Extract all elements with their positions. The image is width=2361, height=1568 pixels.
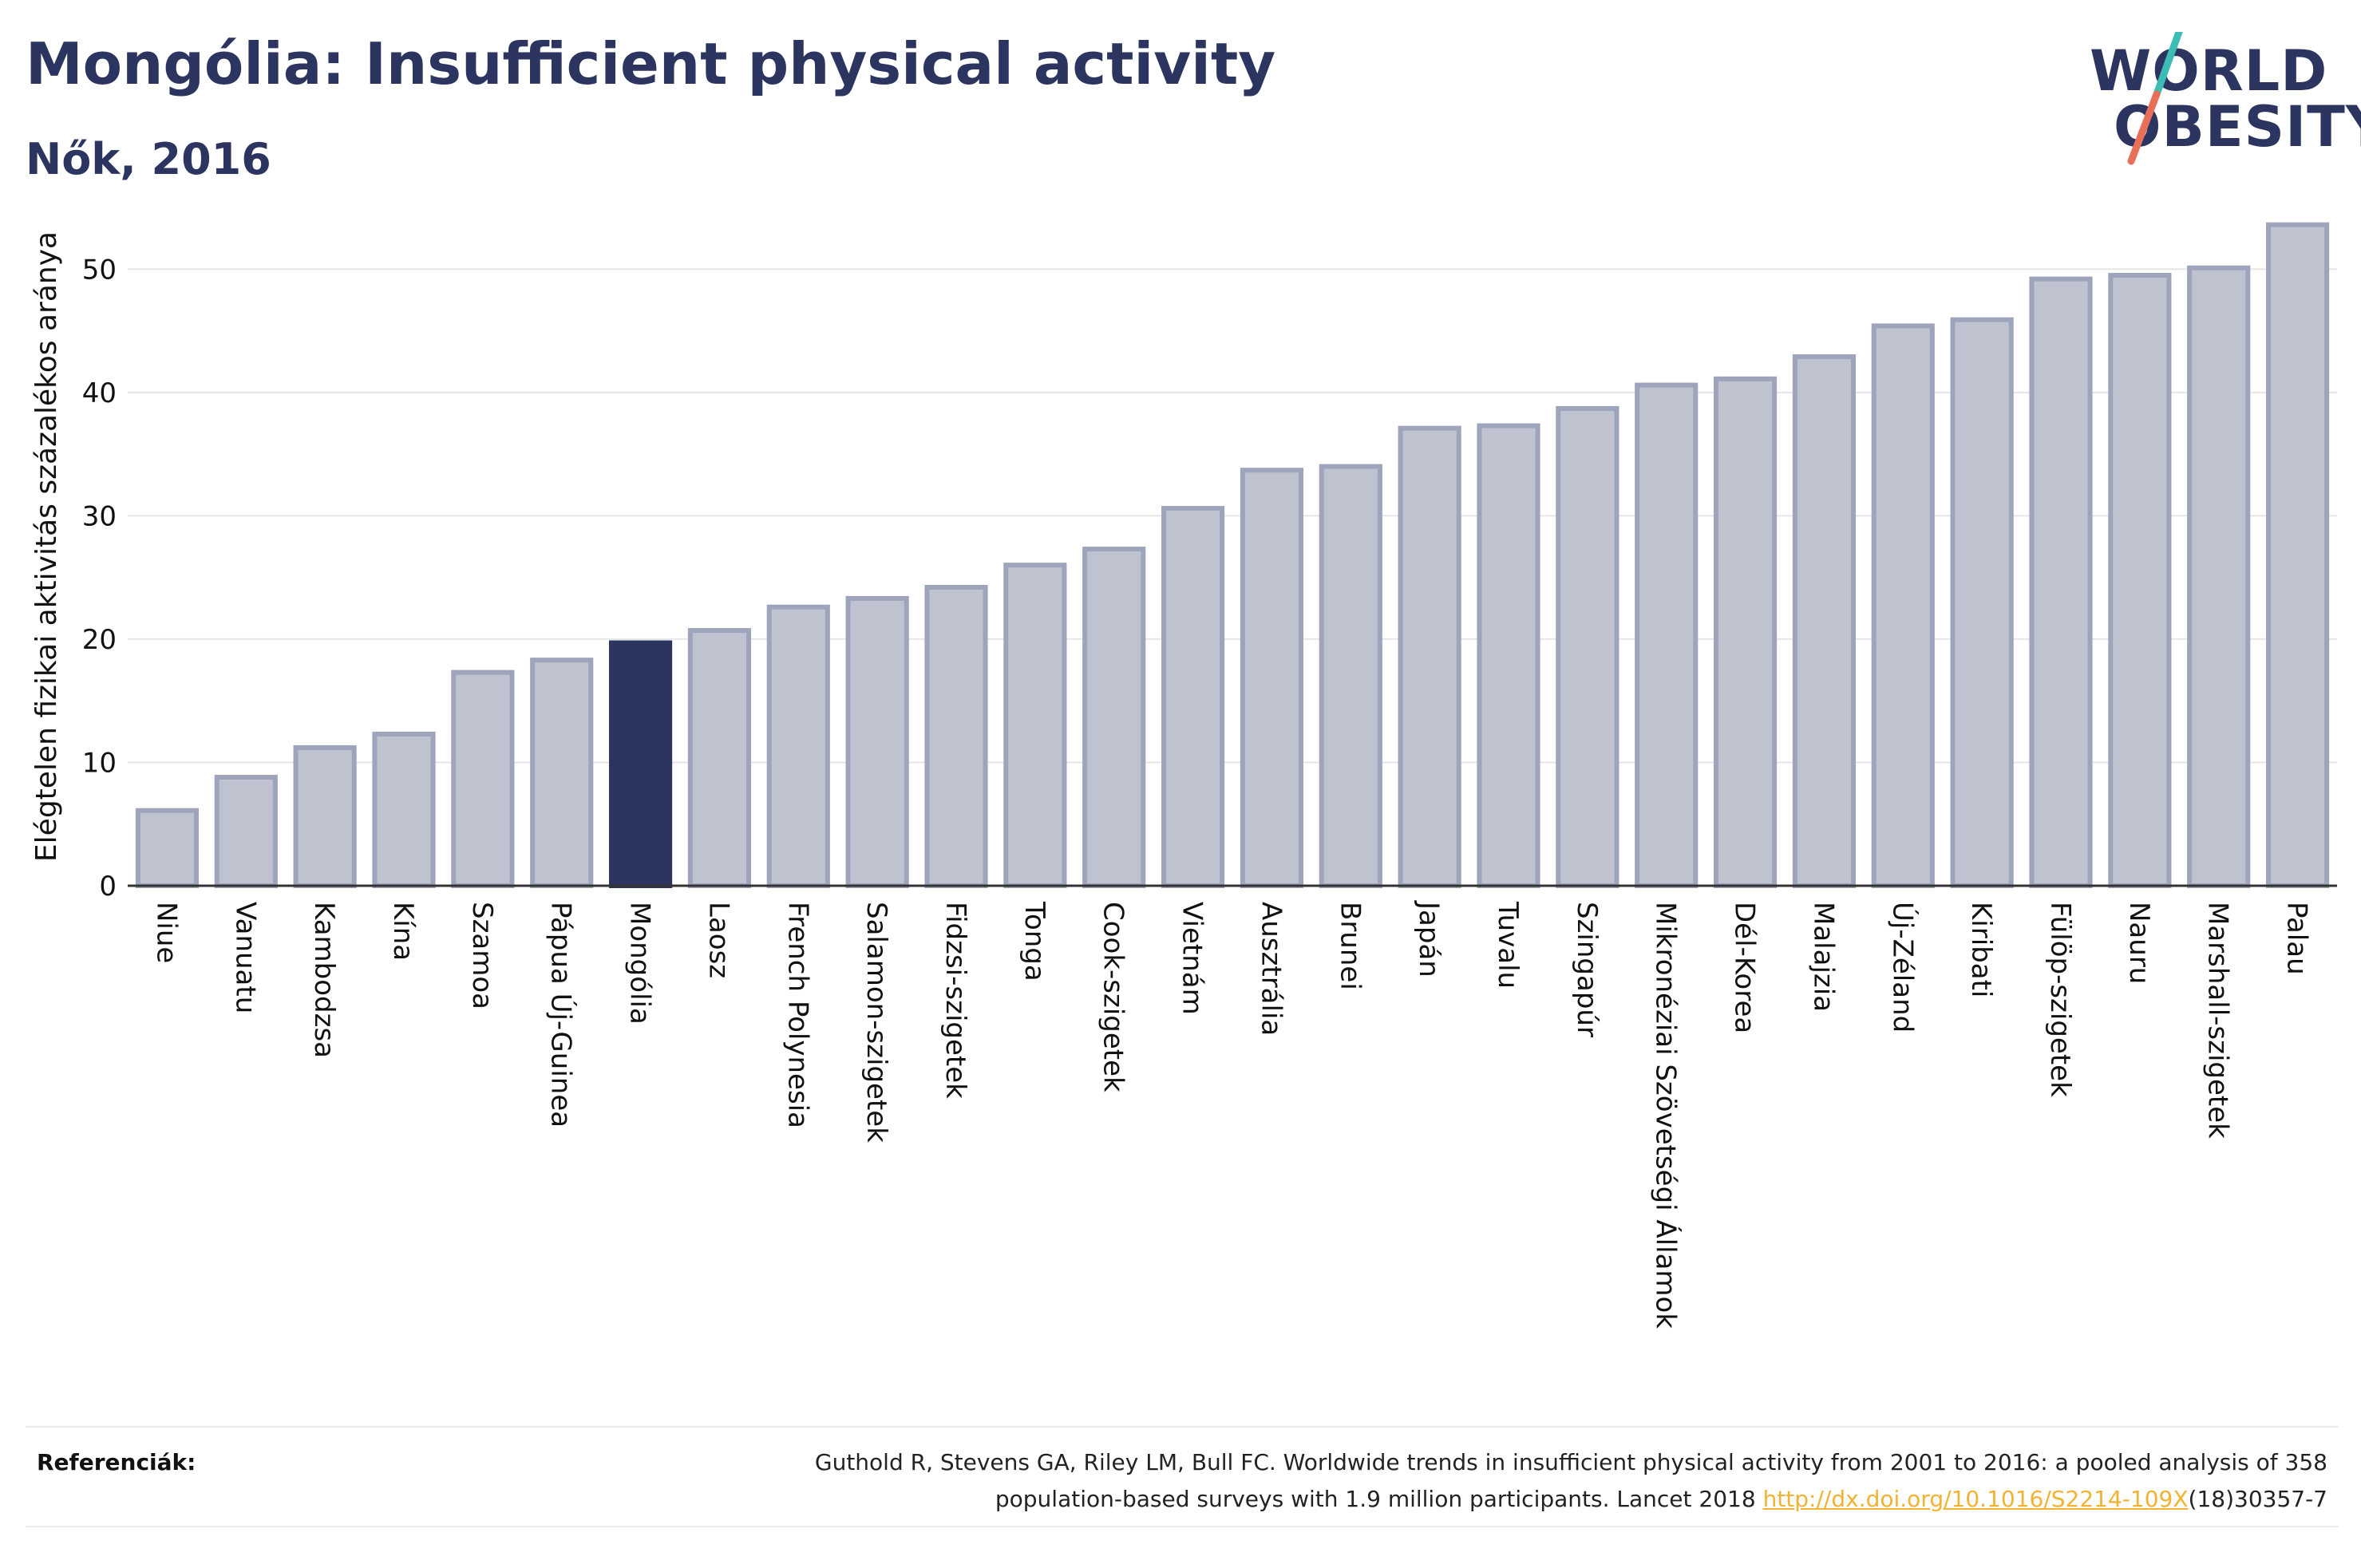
x-tick-label: Tonga: [1018, 901, 1050, 981]
x-tick-label: Kiribati: [1965, 902, 1997, 997]
bar-ausztr-lia: [1240, 468, 1304, 888]
reference-bottom-rule: [26, 1526, 2339, 1527]
y-tick-label: 0: [99, 871, 117, 902]
bar-marshall-szigetek: [2187, 265, 2251, 888]
x-tick-label: Fidzsi-szigetek: [939, 902, 971, 1099]
logo-slash-icon: [2127, 32, 2183, 165]
y-tick-label: 20: [82, 624, 117, 656]
bar-vanuatu: [214, 775, 278, 888]
reference-line-2-end: (18)30357-7: [2188, 1486, 2327, 1512]
x-tick-label: French Polynesia: [781, 902, 813, 1128]
x-tick-label: Pápua Új-Guinea: [545, 902, 578, 1128]
bar-f-l-p-szigetek: [2029, 276, 2093, 888]
bar-brunei: [1319, 464, 1382, 888]
bar-malajzia: [1792, 354, 1857, 888]
bar-french-polynesia: [766, 604, 830, 889]
x-tick-label: Laosz: [702, 902, 734, 978]
x-tick-label: Niue: [150, 902, 182, 963]
reference-line-2: population-based surveys with 1.9 millio…: [995, 1486, 1763, 1512]
bar-vietn-m: [1161, 506, 1225, 888]
bar-tonga: [1003, 563, 1067, 888]
bars: [135, 222, 2330, 889]
axes: 0 10 20 30 40 50 Niue Vanuatu Kambodzsa Kína Szamo…: [82, 254, 2337, 1329]
x-tick-label: Mikronéziai Szövetségi Államok: [1650, 902, 1683, 1329]
bar-salamon-szigetek: [845, 595, 909, 889]
bar-kambodzsa: [293, 745, 357, 889]
bar-k-na: [372, 731, 436, 889]
x-tick-label: Fülöp-szigetek: [2044, 902, 2076, 1097]
x-tick-label: Szingapúr: [1571, 902, 1603, 1037]
x-tick-label: Palau: [2281, 902, 2313, 975]
y-tick-label: 40: [82, 377, 117, 409]
x-tick-label: Japán: [1413, 900, 1445, 978]
bar-kiribati: [1950, 317, 2014, 888]
x-tick-label: Vietnám: [1177, 902, 1208, 1015]
x-tick-label: Vanuatu: [229, 902, 261, 1013]
world-obesity-logo: WORLD OBESITY: [2075, 32, 2361, 176]
bar-cook-szigetek: [1082, 547, 1146, 888]
bar-tuvalu: [1477, 423, 1540, 888]
bar--j-z-land: [1871, 323, 1935, 888]
bar-d-l-korea: [1713, 376, 1778, 888]
reference-top-rule: [26, 1426, 2339, 1428]
references-label: Referenciák:: [37, 1449, 196, 1475]
bar-jap-n: [1398, 425, 1461, 888]
bar-szamoa: [451, 669, 515, 888]
bar-laosz: [687, 628, 752, 888]
bar-niue: [135, 808, 200, 889]
bar-fidzsi-szigetek: [924, 585, 988, 888]
x-tick-label: Kambodzsa: [308, 902, 340, 1058]
x-tick-label: Kína: [387, 902, 419, 961]
bar-nauru: [2108, 273, 2172, 888]
x-tick-label: Marshall-szigetek: [2202, 902, 2234, 1139]
bar-p-pua-j-guinea: [530, 658, 594, 888]
x-tick-label: Nauru: [2123, 902, 2155, 984]
x-tick-label: Szamoa: [466, 902, 498, 1009]
references-text: Guthold R, Stevens GA, Riley LM, Bull FC…: [492, 1444, 2327, 1518]
y-axis-label: Elégtelen fizikai aktivitás százalékos a…: [30, 231, 63, 862]
bar-mong-lia: [608, 640, 673, 889]
x-tick-label: Cook-szigetek: [1097, 902, 1129, 1092]
logo-word-world: WORLD: [2090, 38, 2328, 104]
bar-palau: [2265, 222, 2330, 888]
x-tick-label: Tuvalu: [1492, 901, 1524, 989]
page-title: Mongólia: Insufficient physical activity: [26, 30, 1276, 97]
y-tick-label: 30: [82, 500, 117, 532]
x-tick-label: Malajzia: [1807, 902, 1839, 1012]
x-tick-label: Dél-Korea: [1729, 902, 1761, 1033]
y-tick-label: 10: [82, 747, 117, 779]
x-tick-label: Brunei: [1334, 902, 1366, 990]
x-tick-label: Salamon-szigetek: [860, 902, 892, 1143]
x-tick-label: Ausztrália: [1255, 902, 1287, 1036]
bar-mikron-ziai-sz-vets-gi-llamok: [1635, 382, 1699, 888]
page-subtitle: Nők, 2016: [26, 134, 271, 184]
x-tick-label: Új-Zéland: [1886, 902, 1919, 1033]
reference-line-1: Guthold R, Stevens GA, Riley LM, Bull FC…: [814, 1449, 2327, 1475]
x-tick-label: Mongólia: [624, 902, 656, 1025]
reference-doi-link[interactable]: http://dx.doi.org/10.1016/S2214-109X: [1762, 1486, 2189, 1512]
bar-szingap-r: [1556, 405, 1619, 888]
y-tick-label: 50: [82, 254, 117, 286]
